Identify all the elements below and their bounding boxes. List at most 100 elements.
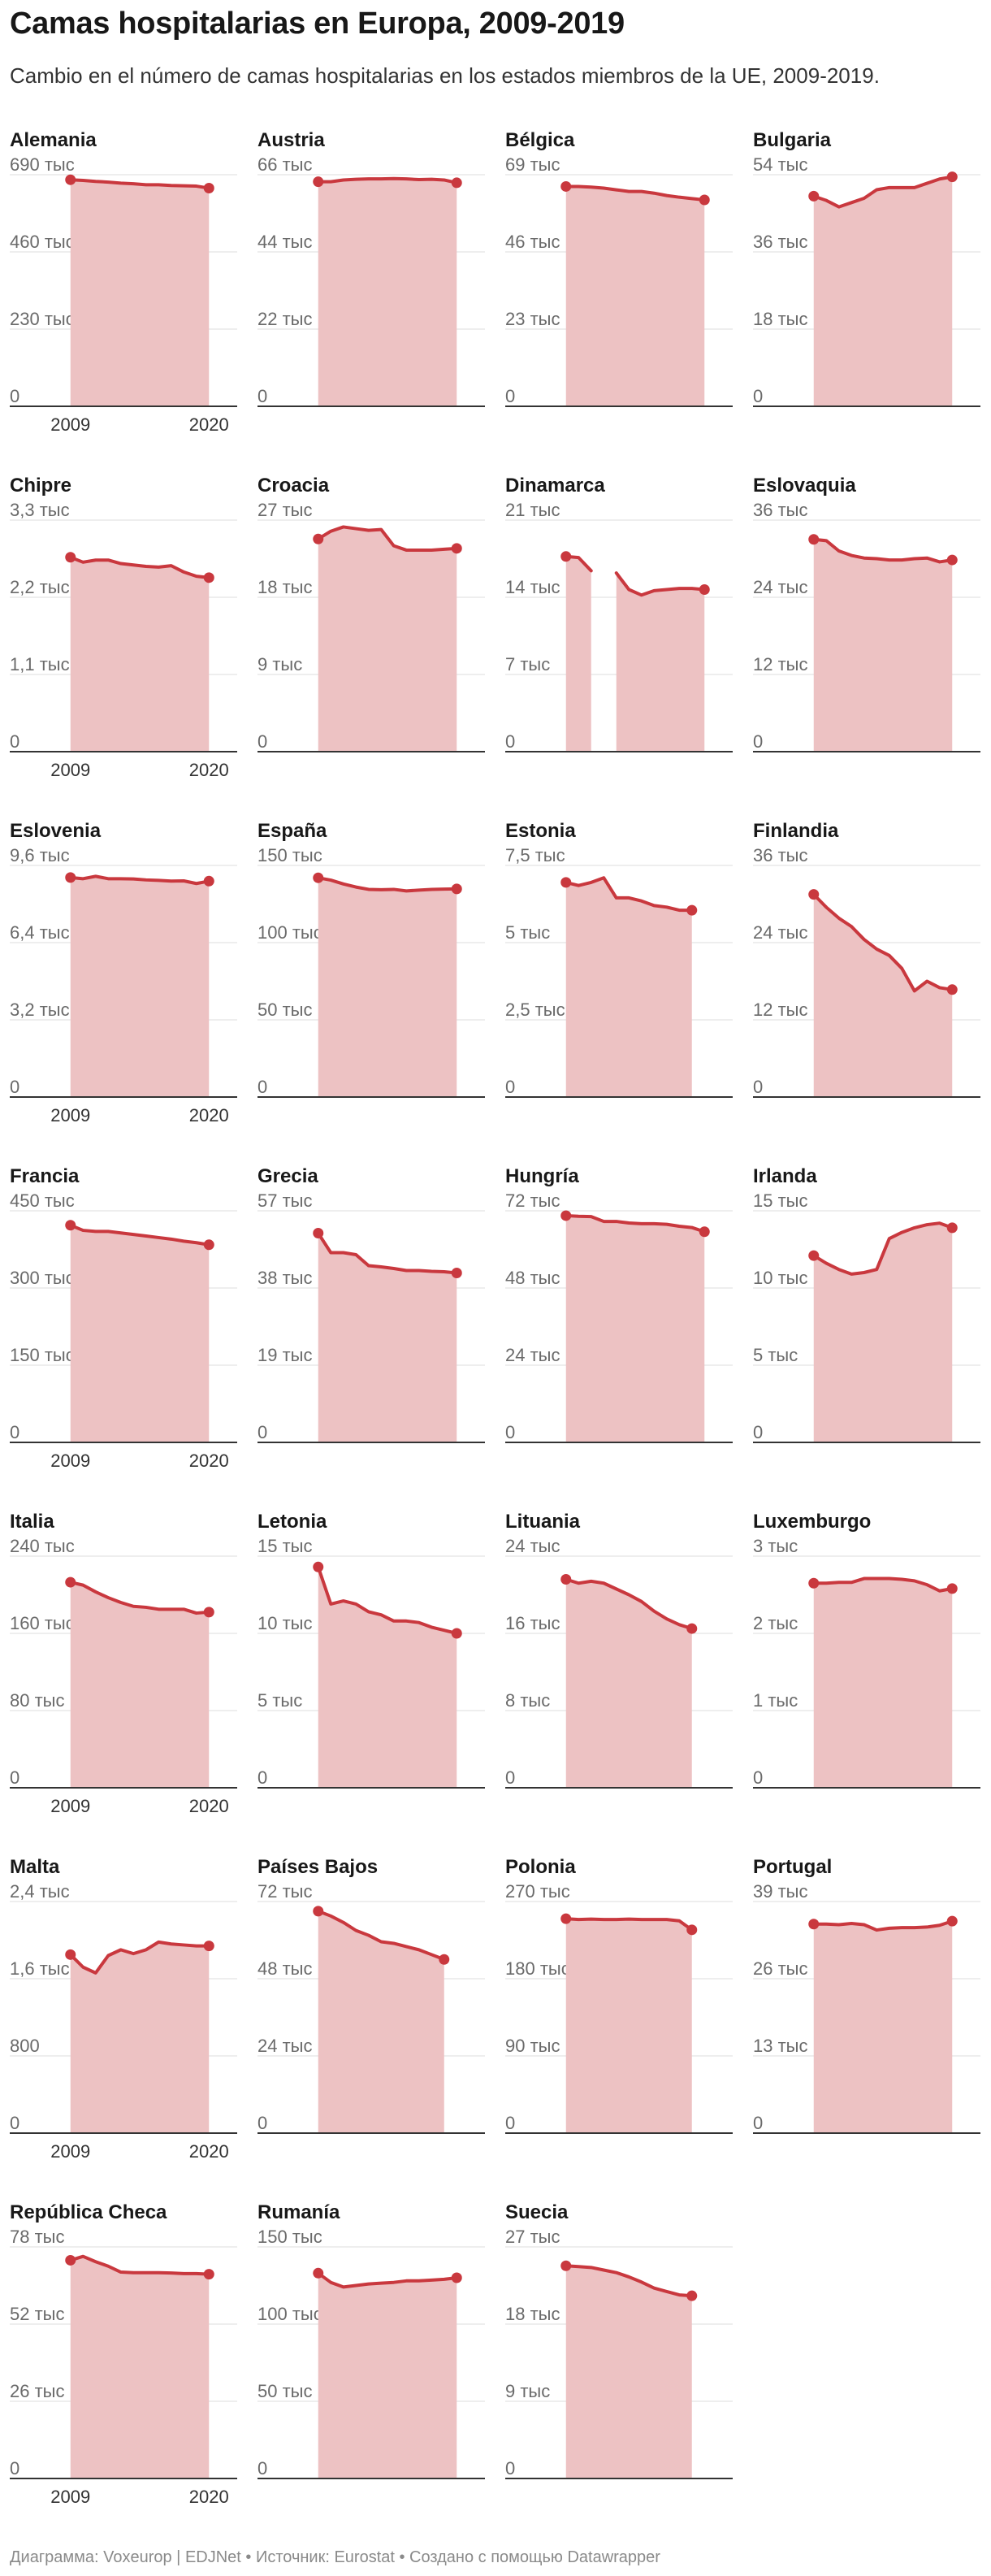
chart-subtitle: Cambio en el número de camas hospitalari…: [10, 63, 880, 88]
y-tick-label: 0: [257, 1422, 267, 1442]
panel-eslovaquia: Eslovaquia 36 тыс 24 тыс 12 тыс 0: [753, 475, 980, 752]
y-tick-label: 69 тыс: [505, 154, 560, 175]
start-point: [65, 1220, 76, 1231]
series-line: [811, 1576, 954, 1593]
y-tick-label: 10 тыс: [753, 1268, 807, 1288]
end-point: [451, 543, 462, 554]
panel-title: Estonia: [505, 820, 576, 842]
area-fill: [70, 180, 210, 406]
panel-title: Bulgaria: [753, 129, 832, 151]
y-tick-label: 26 тыс: [10, 2381, 64, 2401]
panel-title: Francia: [10, 1165, 80, 1187]
y-tick-label: 0: [505, 1422, 515, 1442]
y-tick-label: 18 тыс: [257, 577, 312, 597]
y-tick-label: 27 тыс: [257, 500, 312, 520]
y-tick-label: 23 тыс: [505, 309, 560, 329]
panel-title: Portugal: [753, 1856, 832, 1878]
x-tick-label: 2020: [189, 2141, 229, 2162]
y-tick-label: 0: [10, 2458, 19, 2478]
y-tick-label: 48 тыс: [505, 1268, 560, 1288]
y-tick-label: 36 тыс: [753, 500, 807, 520]
panel-rumanía: Rumanía 150 тыс 100 тыс 50 тыс 0: [257, 2201, 485, 2479]
y-tick-label: 2,4 тыс: [10, 1881, 70, 1902]
panel-países-bajos: Países Bajos 72 тыс 48 тыс 24 тыс 0: [257, 1856, 485, 2134]
area-fill: [565, 878, 692, 1097]
end-point: [946, 171, 958, 183]
y-tick-label: 15 тыс: [753, 1190, 807, 1211]
start-point: [313, 1228, 324, 1238]
series-line: [316, 876, 459, 893]
y-tick-label: 3,3 тыс: [10, 500, 70, 520]
panel-title: Italia: [10, 1511, 54, 1533]
area-fill: [318, 527, 457, 752]
start-point: [65, 1949, 76, 1960]
x-tick-label: 2020: [189, 1105, 229, 1125]
panel-title: Eslovenia: [10, 820, 102, 842]
y-tick-label: 0: [753, 1767, 763, 1788]
y-tick-label: 0: [505, 1767, 515, 1788]
series-line: [564, 1917, 694, 1932]
series-line: [564, 184, 707, 202]
panel-title: Lituania: [505, 1511, 581, 1533]
area-fill: [565, 556, 591, 752]
start-point: [560, 877, 572, 888]
y-tick-label: 150 тыс: [257, 2227, 322, 2247]
panel-bélgica: Bélgica 69 тыс 46 тыс 23 тыс 0: [505, 129, 733, 407]
y-tick-label: 14 тыс: [505, 577, 560, 597]
panel-title: Alemania: [10, 129, 97, 151]
y-tick-label: 7 тыс: [505, 654, 550, 674]
end-point: [946, 1915, 958, 1927]
end-point: [686, 904, 698, 916]
x-tick-label: 2009: [50, 1105, 90, 1125]
panel-chipre: Chipre 3,3 тыс 2,2 тыс 1,1 тыс 0 2009 2020: [10, 475, 237, 780]
start-point: [65, 552, 76, 563]
area-fill: [813, 1578, 953, 1788]
y-tick-label: 10 тыс: [257, 1613, 312, 1633]
end-point: [946, 1583, 958, 1594]
y-tick-label: 0: [257, 386, 267, 406]
panel-malta: Malta 2,4 тыс 1,6 тыс 800 0 2009 2020: [10, 1856, 237, 2162]
y-tick-label: 12 тыс: [753, 654, 807, 674]
y-tick-label: 0: [505, 1077, 515, 1097]
end-point: [451, 883, 462, 895]
area-fill: [565, 1919, 692, 2133]
y-tick-label: 24 тыс: [505, 1345, 560, 1365]
y-tick-label: 150 тыс: [10, 1345, 75, 1365]
area-fill: [318, 1910, 444, 2133]
panel-title: Suecia: [505, 2201, 569, 2223]
series-line: [68, 1940, 211, 1975]
end-point: [699, 194, 710, 206]
y-tick-label: 54 тыс: [753, 154, 807, 175]
area-fill: [70, 1941, 210, 2133]
end-point: [439, 1954, 450, 1965]
series-line: [811, 892, 954, 993]
area-fill: [70, 557, 210, 752]
y-tick-label: 0: [505, 2113, 515, 2133]
y-tick-label: 690 тыс: [10, 154, 75, 175]
area-fill: [813, 894, 953, 1097]
y-tick-label: 24 тыс: [257, 2036, 312, 2056]
area-fill: [813, 1223, 953, 1442]
y-tick-label: 0: [10, 731, 19, 752]
series-line: [811, 1221, 954, 1276]
panel-hungría: Hungría 72 тыс 48 тыс 24 тыс 0: [505, 1165, 733, 1443]
y-tick-label: 16 тыс: [505, 1613, 560, 1633]
start-point: [65, 2254, 76, 2266]
panel-república-checa: República Checa 78 тыс 52 тыс 26 тыс 0 2009 20…: [10, 2201, 237, 2507]
y-tick-label: 39 тыс: [753, 1881, 807, 1902]
panel-lituania: Lituania 24 тыс 16 тыс 8 тыс 0: [505, 1511, 733, 1789]
x-tick-label: 2020: [189, 760, 229, 780]
panel-title: Malta: [10, 1856, 60, 1878]
chart-title: Camas hospitalarias en Europa, 2009-2019: [10, 7, 625, 41]
y-tick-label: 0: [753, 386, 763, 406]
x-tick-label: 2009: [50, 2141, 90, 2162]
y-tick-label: 66 тыс: [257, 154, 312, 175]
panel-title: Rumanía: [257, 2201, 340, 2223]
panel-portugal: Portugal 39 тыс 26 тыс 13 тыс 0: [753, 1856, 980, 2134]
y-tick-label: 0: [10, 1422, 19, 1442]
series-line: [564, 876, 694, 913]
start-point: [808, 534, 820, 545]
y-tick-label: 0: [753, 2113, 763, 2133]
start-point: [313, 872, 324, 883]
